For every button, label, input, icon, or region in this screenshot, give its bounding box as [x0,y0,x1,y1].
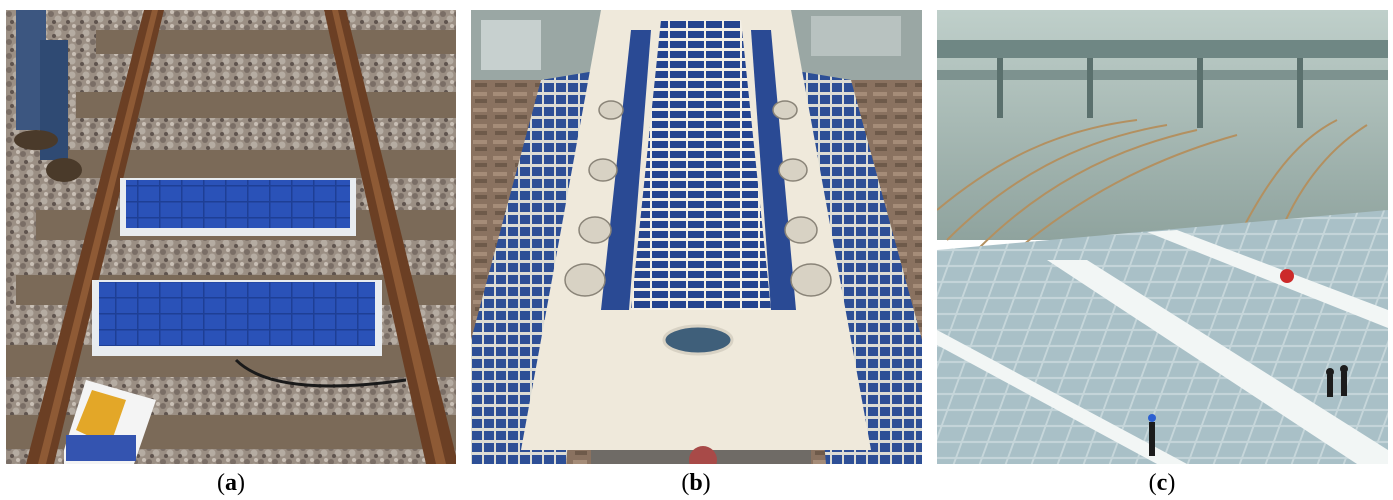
railway-solar-photo [6,10,456,464]
workers [1148,365,1348,456]
caption-a-open: ( [217,470,225,496]
central-oval-skylight [662,324,734,356]
solar-module [120,178,356,236]
caption-c-letter: c [1156,470,1168,496]
caption-b-open: ( [681,470,690,496]
caption-b-letter: b [689,470,703,496]
caption-a: (a) [6,470,456,496]
caption-a-close: ) [237,470,245,496]
caption-c-close: ) [1167,470,1176,496]
photo-panel-b [471,10,922,464]
walkway [1047,260,1388,464]
photo-panel-a [6,10,456,464]
notebook [64,380,156,464]
caption-c-open: ( [1148,470,1157,496]
red-marker [1280,269,1294,283]
solar-module [92,280,382,356]
worker-legs [14,10,82,182]
caption-b-close: ) [702,470,711,496]
overpass [937,40,1388,58]
caption-b: (b) [471,470,921,496]
cable [234,358,407,388]
caption-a-letter: a [225,470,237,496]
photo-panel-c [937,10,1388,464]
station-roof-photo [471,10,922,464]
central-solar-array [631,20,771,310]
railyard-rooftop-photo [937,10,1388,464]
caption-c: (c) [937,470,1387,496]
skylights [564,100,832,297]
